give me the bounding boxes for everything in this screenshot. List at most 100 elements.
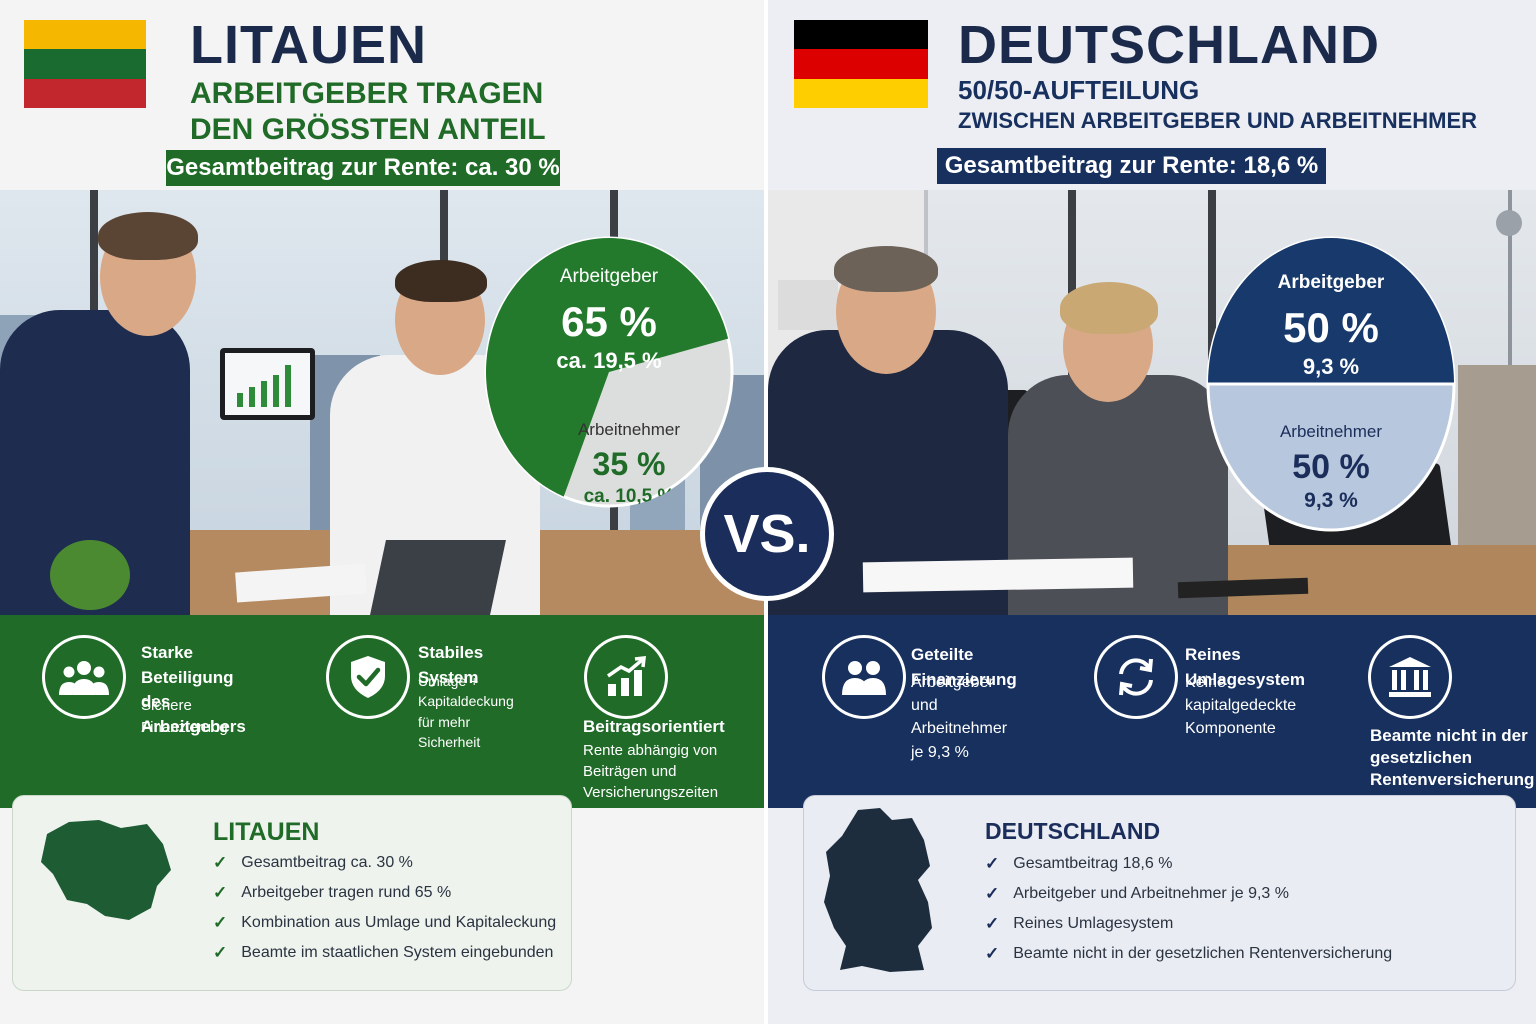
feature-title-line: gesetzlichen	[1370, 748, 1473, 768]
check-icon: ✓	[985, 854, 1000, 873]
feature-title-line: des Arbeitgebers	[141, 692, 246, 736]
check-icon: ✓	[985, 884, 1000, 903]
germany-subtitle-line1: 50/50-AUFTEILUNG	[958, 75, 1200, 105]
summary-item-text: Beamte nicht in der gesetzlichen Rentenv…	[1013, 945, 1393, 962]
feature-title: Stabiles System	[418, 643, 484, 687]
flag-stripe-yellow	[24, 20, 146, 50]
flag-stripe-green	[24, 49, 146, 79]
feature-text-line: Arbeitgeber und	[911, 674, 994, 715]
summary-item: ✓ Arbeitgeber und Arbeitnehmer je 9,3 %	[985, 879, 1392, 909]
pie-employer-value: 9,3 %	[1302, 354, 1360, 379]
summary-item-text: Beamte im staatlichen System eingebunden	[241, 944, 554, 961]
shelf-box	[778, 280, 838, 330]
lithuania-map-icon	[41, 820, 171, 920]
pie-slice-employer	[486, 238, 729, 497]
check-icon: ✓	[985, 944, 1000, 963]
summary-item-text: Gesamtbeitrag 18,6 %	[1013, 855, 1173, 872]
feature-title-line: Beamte nicht in der	[1370, 726, 1528, 745]
lithuania-feature-band: Starke Beteiligung des Arbeitgebers Sich…	[0, 615, 764, 808]
check-icon: ✓	[213, 883, 228, 902]
germany-flag	[794, 20, 928, 108]
feature-text-line: Beiträgen und	[583, 763, 677, 780]
summary-item: ✓ Gesamtbeitrag 18,6 %	[985, 849, 1392, 879]
summary-item: ✓ Gesamtbeitrag ca. 30 %	[213, 848, 556, 878]
germany-office-photo	[768, 190, 1536, 615]
check-icon: ✓	[213, 943, 228, 962]
pie-employer-value: ca. 19,5 %	[556, 348, 662, 373]
summary-item-text: Arbeitgeber und Arbeitnehmer je 9,3 %	[1013, 885, 1289, 902]
feature-title: Beitragsorientiert	[583, 717, 725, 736]
check-icon: ✓	[985, 914, 1000, 933]
lithuania-subtitle: ARBEITGEBER TRAGEN DEN GRÖSSTEN ANTEIL	[190, 76, 546, 148]
check-icon: ✓	[213, 853, 228, 872]
feature-title-line: Starke Beteiligung	[141, 643, 234, 687]
feature-title: Reines Umlagesystem	[1185, 645, 1306, 689]
summary-list: ✓ Gesamtbeitrag ca. 30 % ✓ Arbeitgeber tra…	[213, 848, 556, 968]
pie-employee-value: ca. 10,5 %	[583, 486, 675, 507]
summary-item: ✓ Kombination aus Umlage und Kapitaleckun…	[213, 908, 556, 938]
pie-employer-share: 65 %	[561, 298, 657, 345]
feature-title: Geteilte Finanzierung	[911, 645, 1017, 689]
summary-item-text: Arbeitgeber tragen rund 65 %	[241, 884, 452, 901]
summary-item-text: Reines Umlagesystem	[1013, 915, 1174, 932]
pie-employer-share: 50 %	[1283, 304, 1379, 351]
feature-text: Umlage + Kapitaldeckung für mehr Sicherh…	[418, 671, 514, 752]
shield-check-icon	[326, 635, 410, 719]
feature-text: Keine kapitalgedeckte Komponente	[1185, 671, 1296, 741]
feature-text-line: Keine kapitalgedeckte	[1185, 674, 1297, 715]
feature-text-line: Komponente	[1185, 720, 1276, 738]
pie-employee-share: 35 %	[592, 446, 666, 482]
germany-subtitle-line2: ZWISCHEN ARBEITGEBER UND ARBEITNEHMER	[958, 107, 1478, 133]
summary-title: DEUTSCHLAND	[985, 818, 1161, 844]
flag-stripe-red	[24, 78, 146, 108]
tv-tower-sphere	[1496, 210, 1522, 236]
feature-text-line: Umlage + Kapitaldeckung	[418, 673, 514, 710]
feature-text: Sichere Finanzierung	[141, 697, 228, 736]
summary-item: ✓ Reines Umlagesystem	[985, 909, 1392, 939]
germany-title: DEUTSCHLAND	[958, 15, 1380, 75]
germany-map-icon	[824, 808, 932, 972]
pie-employee-share: 50 %	[1292, 448, 1370, 486]
germany-subtitle: 50/50-AUFTEILUNG ZWISCHEN ARBEITGEBER UN…	[958, 74, 1477, 134]
feature-title-line: Rentenversicherung	[1370, 770, 1535, 790]
lithuania-panel: LITAUEN ARBEITGEBER TRAGEN DEN GRÖSSTEN …	[0, 0, 764, 1024]
feature-text-line: für mehr Sicherheit	[418, 713, 481, 750]
lithuania-summary-card: LITAUEN ✓ Gesamtbeitrag ca. 30 % ✓ Arbeitg…	[12, 795, 572, 991]
lithuania-title: LITAUEN	[190, 15, 427, 75]
lithuania-total-box: Gesamtbeitrag zur Rente: ca. 30 %	[166, 150, 560, 186]
people-group-icon	[42, 635, 126, 719]
summary-item-text: Kombination aus Umlage und Kapitaleckung	[241, 914, 557, 931]
feature-text-line: Rente abhängig von	[583, 742, 718, 759]
feature-text-line: Versicherungszeiten	[583, 784, 719, 801]
germany-feature-band: Geteilte Finanzierung Arbeitgeber und Ar…	[768, 615, 1536, 808]
germany-total-box: Gesamtbeitrag zur Rente: 18,6 %	[937, 148, 1326, 184]
lithuania-subtitle-line2: DEN GRÖSSTEN ANTEIL	[190, 113, 546, 146]
summary-title: LITAUEN	[213, 818, 320, 846]
pie-employee-label: Arbeitnehmer	[577, 420, 681, 439]
flag-stripe-red	[794, 49, 928, 79]
document	[862, 557, 1134, 593]
pie-slice-employer	[1208, 238, 1454, 384]
flag-stripe-gold	[794, 78, 928, 108]
feature-text-line: Arbeitnehmer je 9,3 %	[911, 720, 1008, 761]
lithuania-contribution-pie: Arbeitgeber 65 % ca. 19,5 % Arbeitnehmer…	[484, 236, 734, 508]
monitor-screen	[225, 353, 310, 415]
feature-text: Arbeitgeber und Arbeitnehmer je 9,3 %	[911, 671, 1007, 764]
pie-employee-value: 9,3 %	[1304, 489, 1358, 512]
check-icon: ✓	[213, 913, 228, 932]
feature-title: Starke Beteiligung des Arbeitgebers	[141, 641, 246, 740]
lithuania-subtitle-line1: ARBEITGEBER TRAGEN	[190, 77, 544, 110]
government-building-icon	[1368, 635, 1452, 719]
feature-text: Rente abhängig von Beiträgen und Versich…	[583, 740, 718, 803]
germany-summary-card: DEUTSCHLAND ✓ Gesamtbeitrag 18,6 % ✓ Arbei…	[803, 795, 1516, 991]
summary-item: ✓ Beamte nicht in der gesetzlichen Renten…	[985, 939, 1392, 969]
germany-contribution-pie: Arbeitgeber 50 % 9,3 % Arbeitnehmer 50 %…	[1206, 236, 1456, 532]
summary-list: ✓ Gesamtbeitrag 18,6 % ✓ Arbeitgeber und A…	[985, 849, 1392, 969]
pie-employer-label: Arbeitgeber	[559, 266, 659, 287]
feature-title: Beamte nicht in der gesetzlichen Rentenv…	[1370, 725, 1534, 791]
pie-employer-label: Arbeitgeber	[1277, 272, 1385, 293]
pie-employee-label: Arbeitnehmer	[1279, 422, 1383, 441]
lithuania-flag	[24, 20, 146, 108]
people-pair-icon	[822, 635, 906, 719]
germany-panel: DEUTSCHLAND 50/50-AUFTEILUNG ZWISCHEN AR…	[768, 0, 1536, 1024]
